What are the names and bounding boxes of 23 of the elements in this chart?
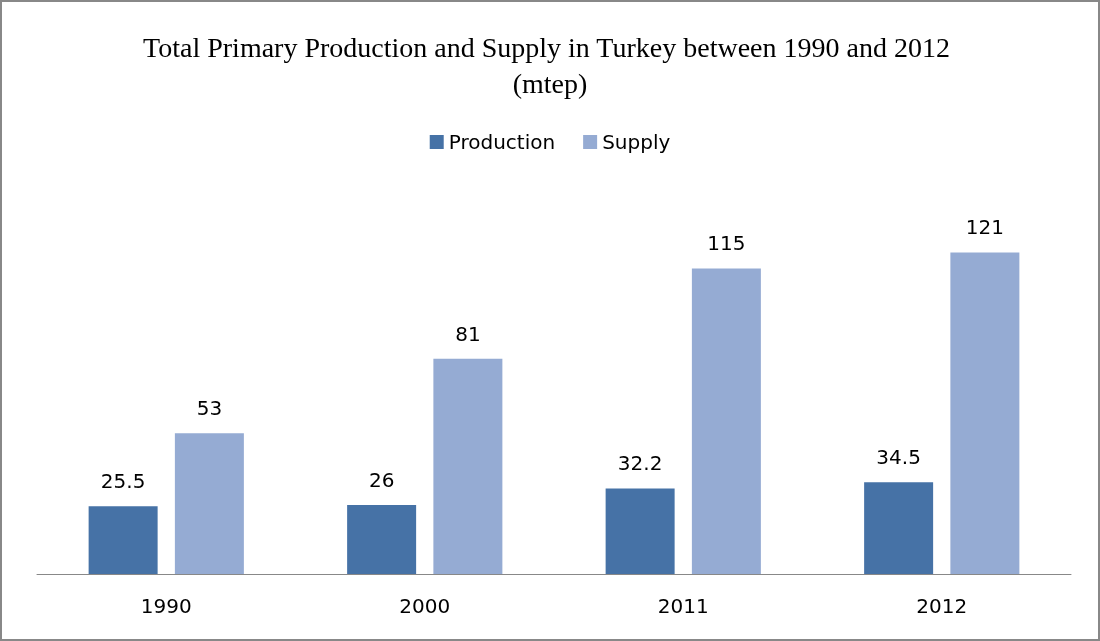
data-label: 115: [707, 231, 746, 256]
x-tick-label: 1990: [140, 594, 192, 618]
x-tick-label: 2011: [657, 594, 709, 618]
data-label: 34.5: [876, 445, 921, 470]
data-label: 53: [196, 396, 223, 421]
bar: [691, 268, 761, 574]
bar: [174, 433, 244, 574]
data-label: 32.2: [617, 451, 663, 476]
legend-label: Supply: [602, 130, 671, 154]
bar: [864, 482, 934, 574]
bar: [950, 252, 1020, 574]
data-label: 121: [965, 215, 1004, 240]
x-tick-label: 2000: [399, 594, 451, 618]
bar: [433, 358, 503, 574]
x-tick-label: 2012: [916, 594, 968, 618]
bar: [88, 506, 158, 574]
bar: [605, 488, 675, 574]
legend-label: Production: [448, 130, 556, 154]
data-label: 81: [455, 321, 481, 346]
data-label: 25.5: [100, 469, 146, 494]
data-label: 26: [368, 467, 395, 492]
chart-title: Total Primary Production and Supply in Turkey between 1990 and 2012 (mtep): [143, 31, 957, 99]
bar: [347, 504, 417, 574]
